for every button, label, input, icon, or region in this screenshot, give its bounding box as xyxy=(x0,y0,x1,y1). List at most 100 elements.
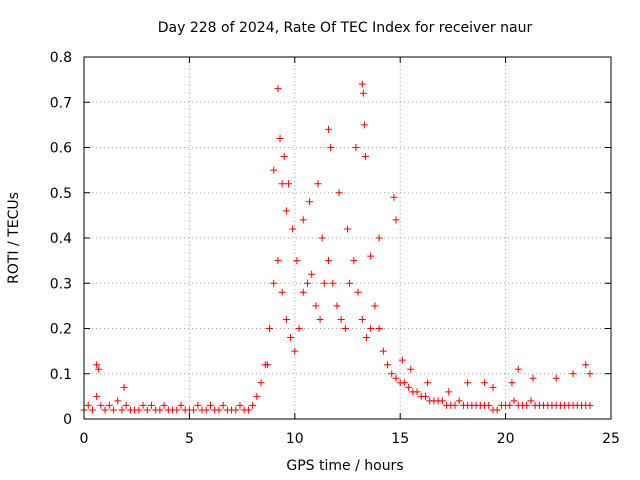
x-tick-label: 20 xyxy=(497,431,515,447)
data-point xyxy=(278,288,286,296)
y-tick-label: 0.4 xyxy=(50,231,72,247)
data-point xyxy=(147,401,155,409)
data-point xyxy=(350,257,358,265)
data-point xyxy=(282,315,290,323)
data-points xyxy=(80,80,594,414)
data-point xyxy=(118,406,126,414)
data-point xyxy=(270,279,278,287)
data-point xyxy=(367,325,375,332)
data-point xyxy=(139,401,147,409)
data-point xyxy=(314,180,322,188)
data-point xyxy=(362,334,370,342)
data-point xyxy=(359,89,367,97)
data-point xyxy=(135,406,143,414)
data-point xyxy=(367,252,375,260)
data-point xyxy=(299,288,307,296)
data-point xyxy=(232,406,240,414)
y-tick-label: 0.5 xyxy=(50,186,72,202)
data-point xyxy=(337,315,345,323)
data-point xyxy=(253,392,261,400)
data-point xyxy=(263,361,271,369)
data-point xyxy=(438,397,446,405)
data-point xyxy=(289,225,297,233)
data-point xyxy=(352,144,360,151)
data-point xyxy=(358,315,366,323)
x-tick-label: 10 xyxy=(286,431,304,447)
data-point xyxy=(569,370,577,378)
data-point xyxy=(280,153,288,161)
data-point xyxy=(312,302,320,310)
data-point xyxy=(291,347,299,355)
data-point xyxy=(360,121,368,129)
y-tick-label: 0.6 xyxy=(50,141,72,157)
data-point xyxy=(552,374,560,382)
data-point xyxy=(244,406,252,414)
data-point xyxy=(400,379,408,387)
data-point xyxy=(445,388,453,396)
data-point xyxy=(284,180,292,188)
x-tick-label: 0 xyxy=(80,431,89,447)
y-tick-label: 0.7 xyxy=(50,95,72,111)
x-tick-labels: 0 5 10 15 20 25 xyxy=(80,431,620,447)
data-point xyxy=(421,392,429,400)
data-point xyxy=(451,401,459,409)
data-point xyxy=(344,225,351,233)
data-point xyxy=(514,365,522,373)
data-point xyxy=(114,397,122,405)
data-point xyxy=(327,144,335,151)
data-point xyxy=(358,80,366,88)
data-point xyxy=(388,370,396,378)
data-point xyxy=(84,401,92,409)
data-point xyxy=(299,216,307,224)
data-point xyxy=(173,406,181,414)
data-point xyxy=(308,270,316,278)
data-point xyxy=(413,388,421,396)
data-point xyxy=(93,392,101,400)
y-tick-label: 0.8 xyxy=(50,50,72,66)
data-point xyxy=(384,361,392,369)
data-point xyxy=(316,315,324,323)
data-point xyxy=(392,216,400,224)
data-point xyxy=(206,401,214,409)
data-point xyxy=(329,279,337,287)
data-point xyxy=(354,288,362,296)
data-point xyxy=(481,379,489,387)
chart-title: Day 228 of 2024, Rate Of TEC Index for r… xyxy=(158,20,533,36)
data-point xyxy=(582,361,590,369)
data-point xyxy=(236,401,244,409)
data-point xyxy=(194,401,202,409)
data-point xyxy=(274,257,282,265)
x-axis-label: GPS time / hours xyxy=(286,458,403,474)
data-point xyxy=(407,365,415,373)
data-point xyxy=(325,125,333,133)
grid-lines xyxy=(84,57,611,419)
data-point xyxy=(120,383,128,391)
data-point xyxy=(306,198,314,206)
data-point xyxy=(320,279,328,287)
data-point xyxy=(266,325,274,332)
data-point xyxy=(93,361,101,369)
data-point xyxy=(375,234,383,242)
data-point xyxy=(341,325,349,332)
data-point xyxy=(455,397,463,405)
data-point xyxy=(278,180,286,188)
data-point xyxy=(215,406,223,414)
data-point xyxy=(379,347,387,355)
data-point xyxy=(295,325,303,332)
data-point xyxy=(346,279,354,287)
data-point xyxy=(257,379,265,387)
data-point xyxy=(287,334,295,342)
data-point xyxy=(508,379,516,387)
data-point xyxy=(398,356,406,364)
data-point xyxy=(202,406,210,414)
data-point xyxy=(523,401,531,409)
data-point xyxy=(177,401,185,409)
data-point xyxy=(282,207,290,215)
data-point xyxy=(88,406,96,414)
data-point xyxy=(303,279,311,287)
y-tick-label: 0.2 xyxy=(50,322,72,338)
data-point xyxy=(143,406,151,414)
data-point xyxy=(122,401,130,409)
